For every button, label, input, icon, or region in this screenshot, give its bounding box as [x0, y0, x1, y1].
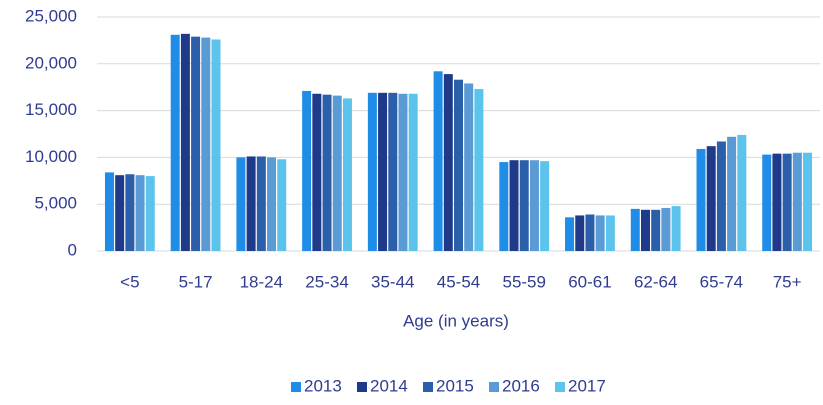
bar — [540, 161, 550, 251]
x-tick-label: <5 — [120, 272, 139, 291]
bar — [716, 141, 726, 251]
legend-label: 2014 — [370, 376, 408, 395]
bar — [180, 33, 190, 252]
bar — [792, 152, 802, 251]
bar — [378, 92, 388, 251]
legend-label: 2016 — [502, 376, 540, 395]
bar — [443, 74, 453, 251]
bar — [312, 93, 322, 251]
y-tick-label: 10,000 — [25, 147, 77, 166]
y-tick-label: 25,000 — [25, 6, 77, 25]
y-tick-label: 15,000 — [25, 100, 77, 119]
bar — [256, 156, 266, 251]
x-tick-label: 5-17 — [179, 272, 213, 291]
legend-swatch — [489, 382, 499, 392]
bar — [332, 95, 342, 252]
legend-label: 2017 — [568, 376, 606, 395]
bar — [104, 172, 114, 251]
bar — [367, 92, 377, 251]
legend-swatch — [357, 382, 367, 392]
y-tick-label: 5,000 — [34, 194, 77, 213]
bar — [277, 159, 287, 251]
bar — [509, 160, 519, 251]
legend-label: 2015 — [436, 376, 474, 395]
bar — [474, 89, 484, 252]
bar — [605, 215, 615, 251]
bar — [782, 153, 792, 251]
bar — [519, 160, 529, 251]
legend-swatch — [423, 382, 433, 392]
bar — [211, 39, 221, 251]
legend-swatch — [555, 382, 565, 392]
bar — [246, 156, 256, 251]
bar — [696, 148, 706, 251]
bar — [529, 160, 539, 251]
y-tick-label: 20,000 — [25, 53, 77, 72]
bar — [201, 37, 211, 252]
bar — [585, 214, 595, 251]
bar — [302, 90, 312, 251]
bar — [191, 36, 201, 251]
bar — [706, 146, 716, 251]
bar — [727, 136, 737, 251]
x-tick-label: 60-61 — [568, 272, 611, 291]
bar — [454, 79, 463, 251]
x-tick-label: 75+ — [773, 272, 802, 291]
x-tick-label: 45-54 — [437, 272, 480, 291]
bar — [651, 209, 661, 251]
y-tick-label: 0 — [68, 240, 77, 259]
bar — [640, 209, 650, 251]
bar — [398, 93, 408, 251]
bar — [433, 71, 443, 252]
bar — [762, 154, 772, 251]
bar — [408, 93, 418, 251]
x-tick-label: 65-74 — [700, 272, 743, 291]
bar — [499, 162, 509, 251]
x-tick-label: 25-34 — [305, 272, 348, 291]
bar — [236, 157, 246, 251]
legend-label: 2013 — [304, 376, 342, 395]
bar — [145, 176, 155, 251]
bar — [671, 206, 681, 251]
bar — [803, 152, 813, 251]
bar — [135, 175, 145, 251]
bar — [342, 98, 352, 251]
bar — [575, 215, 585, 251]
bar — [464, 83, 474, 252]
x-tick-label: 62-64 — [634, 272, 677, 291]
bar — [661, 207, 671, 251]
bar — [267, 157, 277, 251]
bar — [595, 215, 605, 251]
x-axis-title: Age (in years) — [403, 311, 509, 330]
bar — [125, 174, 135, 251]
x-tick-label: 35-44 — [371, 272, 414, 291]
bar — [630, 208, 640, 251]
x-tick-label: 55-59 — [502, 272, 545, 291]
bar — [565, 217, 575, 251]
bar — [737, 134, 747, 251]
bar — [115, 175, 125, 251]
bar — [772, 153, 782, 251]
bar — [170, 34, 180, 252]
bar — [388, 92, 398, 251]
x-tick-label: 18-24 — [240, 272, 283, 291]
bar — [322, 94, 332, 251]
legend-swatch — [291, 382, 301, 392]
